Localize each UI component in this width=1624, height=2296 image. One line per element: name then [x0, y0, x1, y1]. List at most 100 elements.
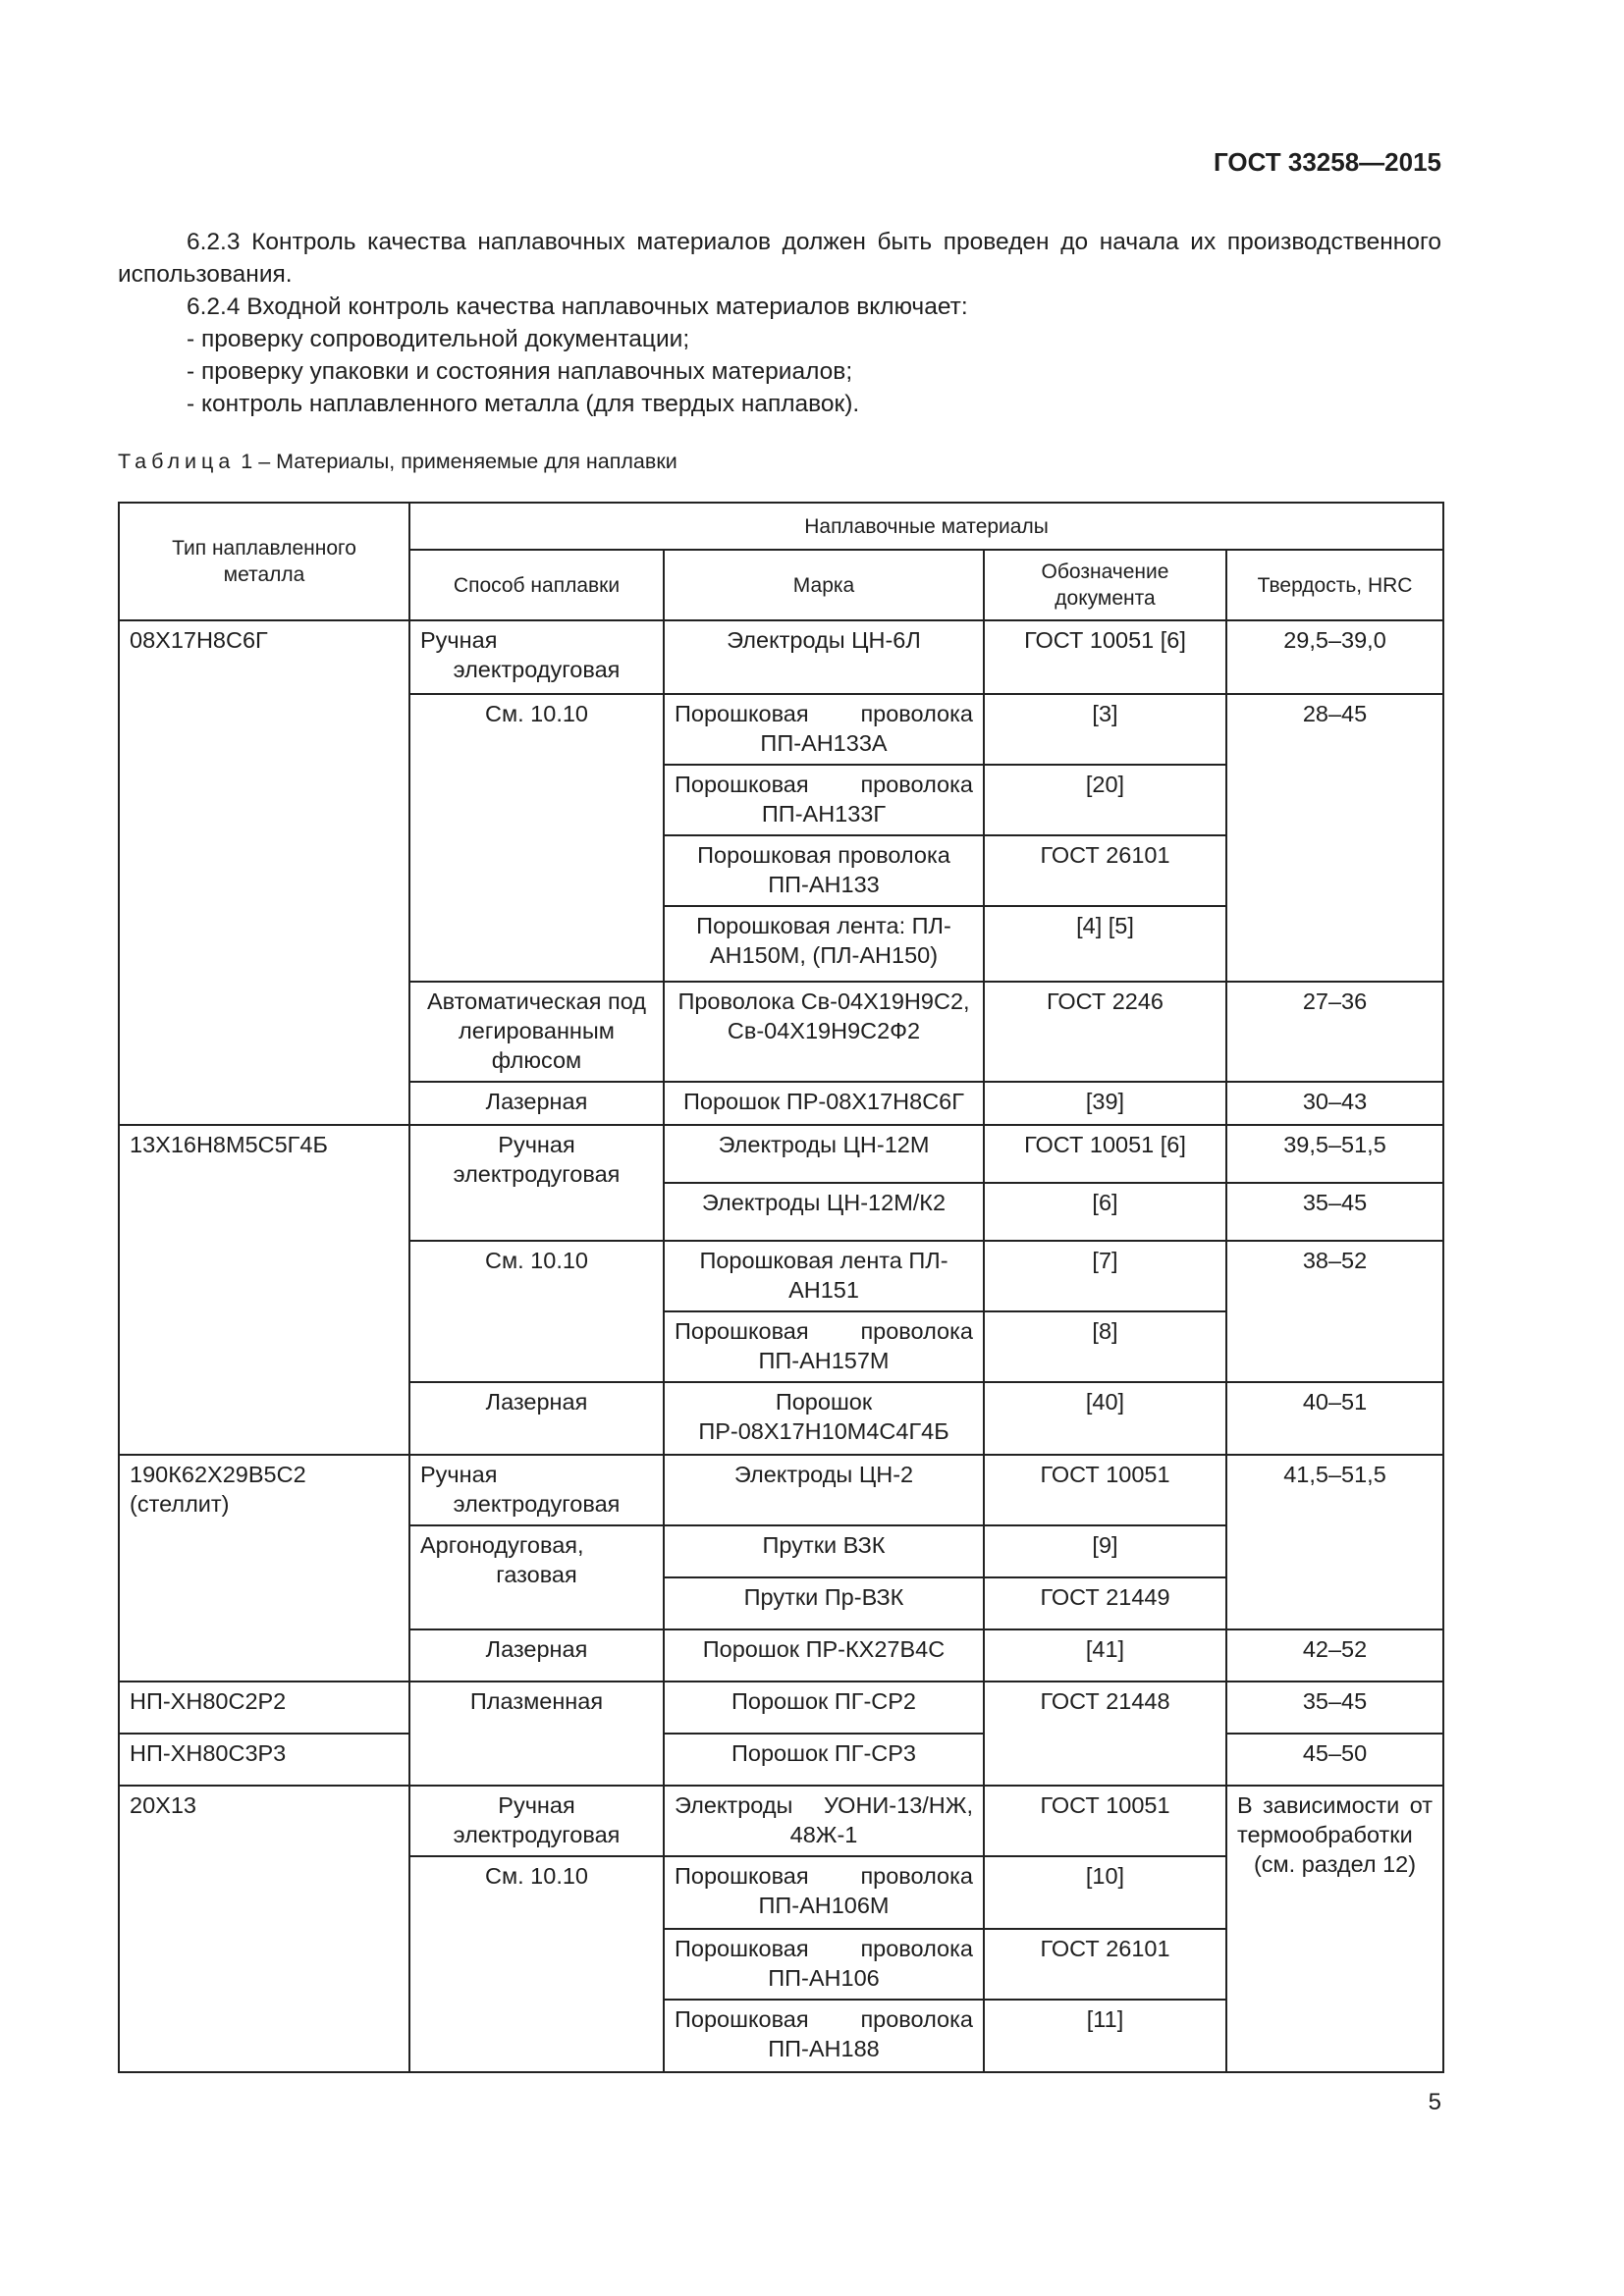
paragraph: 6.2.3 Контроль качества наплавочных мате…	[118, 229, 1441, 288]
table-cell: Автоматическая под легированным флюсом	[408, 981, 665, 1083]
paragraph: 6.2.4 Входной контроль качества наплавоч…	[187, 294, 968, 320]
table-row: Лазерная Порошок ПР-08Х17Н10М4С4Г4Б [40] 40…	[119, 1381, 1445, 1456]
body-text: 6.2.3 Контроль качества наплавочных мате…	[118, 226, 1441, 420]
table-cell: Прутки ВЗК	[663, 1524, 985, 1578]
table-cell: 30–43	[1224, 1081, 1445, 1126]
table-row: Электроды ЦН-12М/К2 [6] 35–45	[119, 1182, 1445, 1242]
table-cell: [39]	[983, 1081, 1227, 1126]
table-cell: 35–45	[1224, 1681, 1445, 1735]
table-cell: 29,5–39,0	[1224, 619, 1445, 695]
table-cell: [7]	[983, 1240, 1227, 1312]
table-cell: [11]	[983, 1999, 1227, 2073]
table-cell: [40]	[983, 1381, 1227, 1456]
table-cell: Порошок ПГ-СР3	[663, 1733, 985, 1787]
table-cell: ГОСТ 26101	[983, 1928, 1227, 2001]
table-cell: Проволока Св-04Х19Н9С2, Св-04Х19Н9С2Ф2	[663, 981, 985, 1083]
table-cell: Порошковая проволока ПП-АН133А	[663, 693, 985, 766]
table-cell: Порошковая лента: ПЛ-АН150М, (ПЛ-АН150)	[663, 905, 985, 983]
table-cell: НП-ХН80С2Р2	[118, 1681, 410, 1735]
table-cell: 13Х16Н8М5С5Г4Б	[118, 1124, 410, 1456]
table-cell: ГОСТ 21448	[983, 1681, 1227, 1787]
table-row: Прутки Пр-ВЗК ГОСТ 21449	[119, 1576, 1443, 1630]
table-cell: Ручная электродуговая	[408, 619, 665, 695]
paragraph: - контроль наплавленного металла (для тв…	[187, 391, 860, 417]
table-cell: [4] [5]	[983, 905, 1227, 983]
table-row: НП-ХН80С3Р3 Порошок ПГ-СР3 45–50	[118, 1733, 1445, 1787]
table-cell: Ручная электродуговая	[408, 1124, 665, 1242]
table-cell: 39,5–51,5	[1224, 1124, 1445, 1184]
table-cell: Порошковая проволока ПП-АН106М	[663, 1855, 985, 1930]
table-cell: 28–45	[1224, 693, 1445, 983]
table-row: 20Х13 Ручная электродуговая Электроды УОНИ…	[118, 1785, 1445, 2073]
table-cell: ГОСТ 21449	[983, 1576, 1227, 1630]
table-cell: 45–50	[1224, 1733, 1445, 1787]
paragraph: - проверку упаковки и состояния наплавоч…	[187, 358, 853, 385]
table-cell: Электроды ЦН-12М/К2	[663, 1182, 985, 1242]
table-cell: НП-ХН80С3Р3	[118, 1733, 410, 1787]
table-row: Лазерная Порошок ПР-КХ27В4С [41] 42–52	[119, 1629, 1445, 1682]
table-cell: Порошок ПГ-СР2	[663, 1681, 985, 1735]
table-row: Порошковая проволока ПП-АН133Г [20]	[119, 764, 1443, 836]
table-cell: Порошковая лента ПЛ-АН151	[663, 1240, 985, 1312]
table-cell: [6]	[983, 1182, 1227, 1242]
page-number: 5	[1428, 2089, 1441, 2115]
table-row: См. 10.10 Порошковая проволока ПП-АН106М[…	[119, 1855, 1443, 2073]
table-cell: ГОСТ 10051 [6]	[983, 1124, 1227, 1184]
table-cell: ГОСТ 26101	[983, 834, 1227, 907]
table-row: 190К62Х29В5С2 (стеллит) Ручная электродуг…	[118, 1454, 1445, 1682]
caption-label: Таблица	[118, 450, 236, 473]
document-code: ГОСТ 33258—2015	[1214, 147, 1441, 177]
table-cell: ГОСТ 2246	[983, 981, 1227, 1083]
table-row: НП-ХН80С2Р2 Плазменная Порошок ПГ-СР2 ГОСТ …	[118, 1681, 1445, 1787]
table-cell: Электроды ЦН-12М	[663, 1124, 985, 1184]
table-row: См. 10.10 Порошковая лента ПЛ-АН151 [7] 38–…	[119, 1240, 1445, 1383]
table-caption: Таблица 1 – Материалы, применяемые для н…	[118, 450, 677, 474]
header-cell: Марка	[663, 549, 985, 621]
table-cell: Ручная электродуговая	[408, 1785, 665, 1857]
header-row: Тип наплавленного металла Наплавочные ма…	[118, 502, 1445, 621]
table-row: Автоматическая под легированным флюсом Пр…	[119, 981, 1445, 1083]
table-cell: Порошок ПР-КХ27В4С	[663, 1629, 985, 1682]
table-cell: Порошок ПР-08Х17Н8С6Г	[663, 1081, 985, 1126]
table-cell: Ручная электродуговая	[408, 1454, 665, 1526]
table-cell: См. 10.10	[408, 1240, 665, 1383]
table-cell: ГОСТ 10051	[983, 1785, 1227, 1857]
paragraph: - проверку сопроводительной документации…	[187, 326, 690, 352]
table-row: Порошковая проволока ПП-АН157М [8]	[119, 1310, 1443, 1383]
table-cell: ГОСТ 10051	[983, 1454, 1227, 1526]
table-cell: [9]	[983, 1524, 1227, 1578]
table-cell: Лазерная	[408, 1629, 665, 1682]
table-row: Порошковая проволока ПП-АН188 [11]	[119, 1999, 1443, 2073]
table-row: Аргонодуговая, газовая Прутки ВЗК [9]	[119, 1524, 1443, 1630]
table-row: Порошковая лента: ПЛ-АН150М, (ПЛ-АН150)[…	[119, 905, 1443, 983]
table-cell: Лазерная	[408, 1081, 665, 1126]
table-cell: [3]	[983, 693, 1227, 766]
table-cell: [10]	[983, 1855, 1227, 1930]
table-cell: 40–51	[1224, 1381, 1445, 1456]
table-cell: Прутки Пр-ВЗК	[663, 1576, 985, 1630]
table-cell: ГОСТ 10051 [6]	[983, 619, 1227, 695]
header-cell: Обозначение документа	[983, 549, 1227, 621]
table-row: 13Х16Н8М5С5Г4Б Ручная электродуговая Элект…	[118, 1124, 1445, 1456]
table-cell: Порошковая проволока ПП-АН157М	[663, 1310, 985, 1383]
table-cell: Порошковая проволока ПП-АН106	[663, 1928, 985, 2001]
materials-table: Тип наплавленного металла Наплавочные ма…	[118, 502, 1445, 2073]
table-cell: 20Х13	[118, 1785, 410, 2073]
table-row: Порошковая проволока ПП-АН133 ГОСТ 26101	[119, 834, 1443, 907]
table-cell: 08Х17Н8С6Г	[118, 619, 410, 1126]
table-cell: Электроды ЦН-2	[663, 1454, 985, 1526]
table-row: Лазерная Порошок ПР-08Х17Н8С6Г [39] 30–43	[119, 1081, 1445, 1126]
table-row: 08Х17Н8С6Г Ручная электродуговая Электроды…	[118, 619, 1445, 1126]
caption-text: 1 – Материалы, применяемые для наплавки	[241, 450, 677, 473]
table-cell: В зависимости от термообработки (см. раз…	[1224, 1785, 1445, 2073]
header-row: Способ наплавки Марка Обозначение документ…	[119, 549, 1445, 621]
table-cell: Порошковая проволока ПП-АН188	[663, 1999, 985, 2073]
table-cell: Порошок ПР-08Х17Н10М4С4Г4Б	[663, 1381, 985, 1456]
header-cell: Твердость, HRC	[1224, 549, 1445, 621]
table-cell: Порошковая проволока ПП-АН133	[663, 834, 985, 907]
table-cell: 35–45	[1224, 1182, 1445, 1242]
table-row: Порошковая проволока ПП-АН106 ГОСТ 26101	[119, 1928, 1443, 2001]
table-cell: Аргонодуговая, газовая	[408, 1524, 665, 1630]
table-cell: Электроды УОНИ-13/НЖ, 48Ж-1	[663, 1785, 985, 1857]
